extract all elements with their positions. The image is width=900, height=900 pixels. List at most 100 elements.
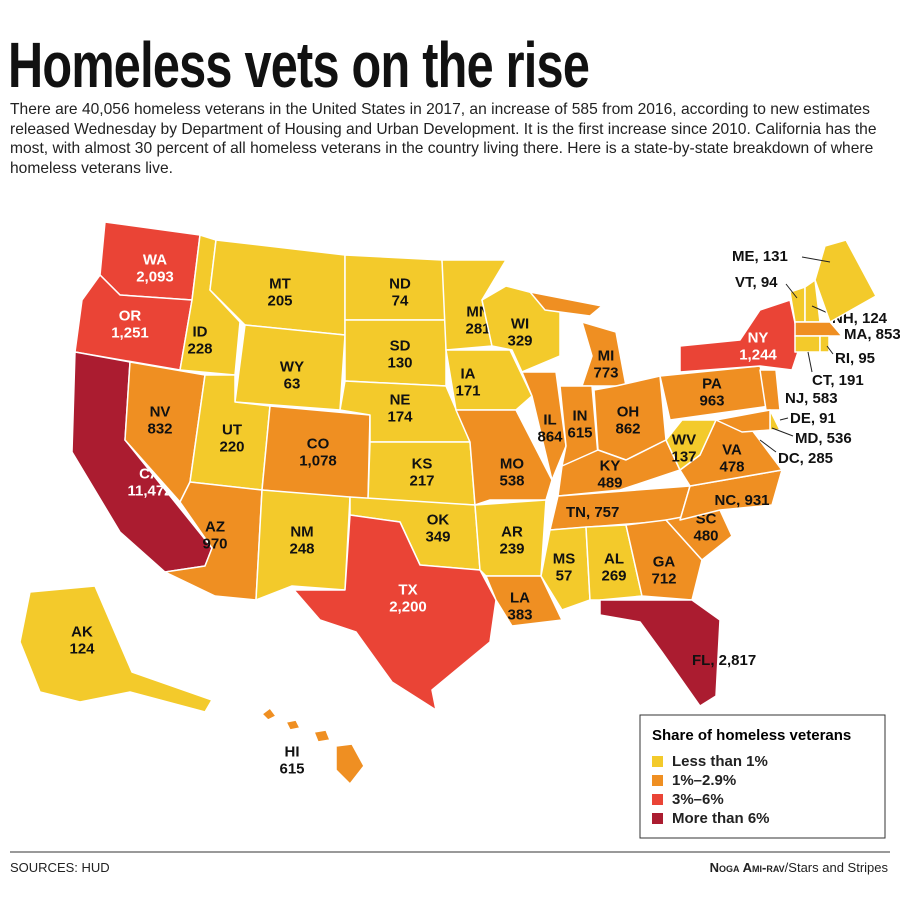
state — [19, 585, 213, 713]
legend-label: More than 6% — [672, 810, 770, 827]
state-label: 2,200 — [389, 599, 427, 616]
credit-name: Noga Ami-rav — [709, 860, 785, 875]
legend-swatch — [652, 775, 663, 786]
legend-box — [639, 714, 886, 839]
state-label: KS — [412, 456, 433, 473]
state-label: VA — [722, 442, 742, 459]
state-label: 712 — [651, 571, 676, 588]
state-label: ND — [389, 276, 411, 293]
state-label: WI — [511, 316, 529, 333]
state-label: DC, 285 — [778, 450, 833, 467]
legend-swatch — [652, 813, 663, 824]
state — [599, 599, 721, 707]
state-label: 130 — [387, 355, 412, 372]
state-label: 480 — [693, 528, 718, 545]
source: SOURCES: HUD — [10, 860, 110, 875]
state-label: ID — [193, 324, 208, 341]
state — [261, 707, 365, 785]
state-label: 1,251 — [111, 325, 149, 342]
state-label: MI — [598, 348, 615, 365]
state-label: 1,244 — [739, 347, 777, 364]
state-label: 124 — [69, 641, 95, 658]
state — [485, 575, 563, 627]
state — [794, 335, 821, 353]
leader-line — [801, 256, 831, 263]
state — [679, 469, 783, 521]
state-label: AR — [501, 524, 523, 541]
state-label: OK — [427, 512, 450, 529]
state-label: NE — [390, 392, 411, 409]
state — [819, 335, 830, 353]
state-label: 63 — [284, 376, 301, 393]
state-label: WA — [143, 252, 167, 269]
state-label: OR — [119, 308, 142, 325]
leader-line — [759, 439, 777, 453]
state-label: 864 — [537, 429, 563, 446]
state-label: 269 — [601, 568, 626, 585]
state-label: WV — [672, 432, 696, 449]
legend-label: Less than 1% — [672, 753, 768, 770]
state-label: 74 — [392, 293, 409, 310]
state-label: 281 — [465, 321, 490, 338]
state-label: 228 — [187, 341, 212, 358]
legend-title: Share of homeless veterans — [652, 727, 851, 744]
state-label: DE, 91 — [790, 410, 836, 427]
state — [715, 409, 771, 433]
leader-line — [771, 427, 794, 437]
state-label: 239 — [499, 541, 524, 558]
state-label: MD, 536 — [795, 430, 852, 447]
state-label: 174 — [387, 409, 413, 426]
state-label: IA — [461, 366, 476, 383]
state-label: 963 — [699, 393, 724, 410]
state-label: 349 — [425, 529, 450, 546]
leader-line — [785, 283, 798, 299]
state — [445, 349, 533, 411]
legend-swatch — [652, 794, 663, 805]
state — [585, 524, 643, 601]
state — [814, 239, 877, 323]
state-label: AL — [604, 551, 624, 568]
state-label: IL — [543, 412, 556, 429]
state-label: KY — [600, 458, 621, 475]
state-label: NY — [748, 330, 769, 347]
state-label: AZ — [205, 519, 225, 536]
state — [529, 291, 627, 387]
state-label: AK — [71, 624, 93, 641]
state-label: HI — [285, 744, 300, 761]
state-label: 11,472 — [127, 483, 172, 500]
state-label: NH, 124 — [832, 310, 888, 327]
legend-label: 1%–2.9% — [672, 772, 736, 789]
state-label: WY — [280, 359, 304, 376]
state-label: NC, 931 — [714, 492, 769, 509]
state-label: 205 — [267, 293, 292, 310]
state-label: TX — [398, 582, 417, 599]
state-label: MO — [500, 456, 524, 473]
state-label: 489 — [597, 475, 622, 492]
state — [540, 526, 591, 611]
state — [455, 409, 553, 506]
credit: Noga Ami-rav/Stars and Stripes — [710, 860, 888, 875]
state-label: NV — [150, 404, 171, 421]
state — [255, 489, 351, 601]
state-label: FL, 2,817 — [692, 652, 756, 669]
state-label: IN — [573, 408, 588, 425]
state — [769, 409, 781, 431]
state-label: 383 — [507, 607, 532, 624]
legend-label: 3%–6% — [672, 791, 724, 808]
leader-line — [826, 345, 834, 355]
state — [665, 419, 717, 471]
state-label: 57 — [556, 568, 573, 585]
state-label: 538 — [499, 473, 524, 490]
state-label: 217 — [409, 473, 434, 490]
state-label: PA — [702, 376, 722, 393]
state-label: 220 — [219, 439, 244, 456]
state — [293, 514, 497, 711]
state-label: MA, 853 — [844, 326, 900, 343]
state-label: SD — [390, 338, 411, 355]
state-label: 171 — [455, 383, 480, 400]
state-label: 329 — [507, 333, 532, 350]
state — [759, 369, 781, 411]
state-label: 773 — [593, 365, 618, 382]
